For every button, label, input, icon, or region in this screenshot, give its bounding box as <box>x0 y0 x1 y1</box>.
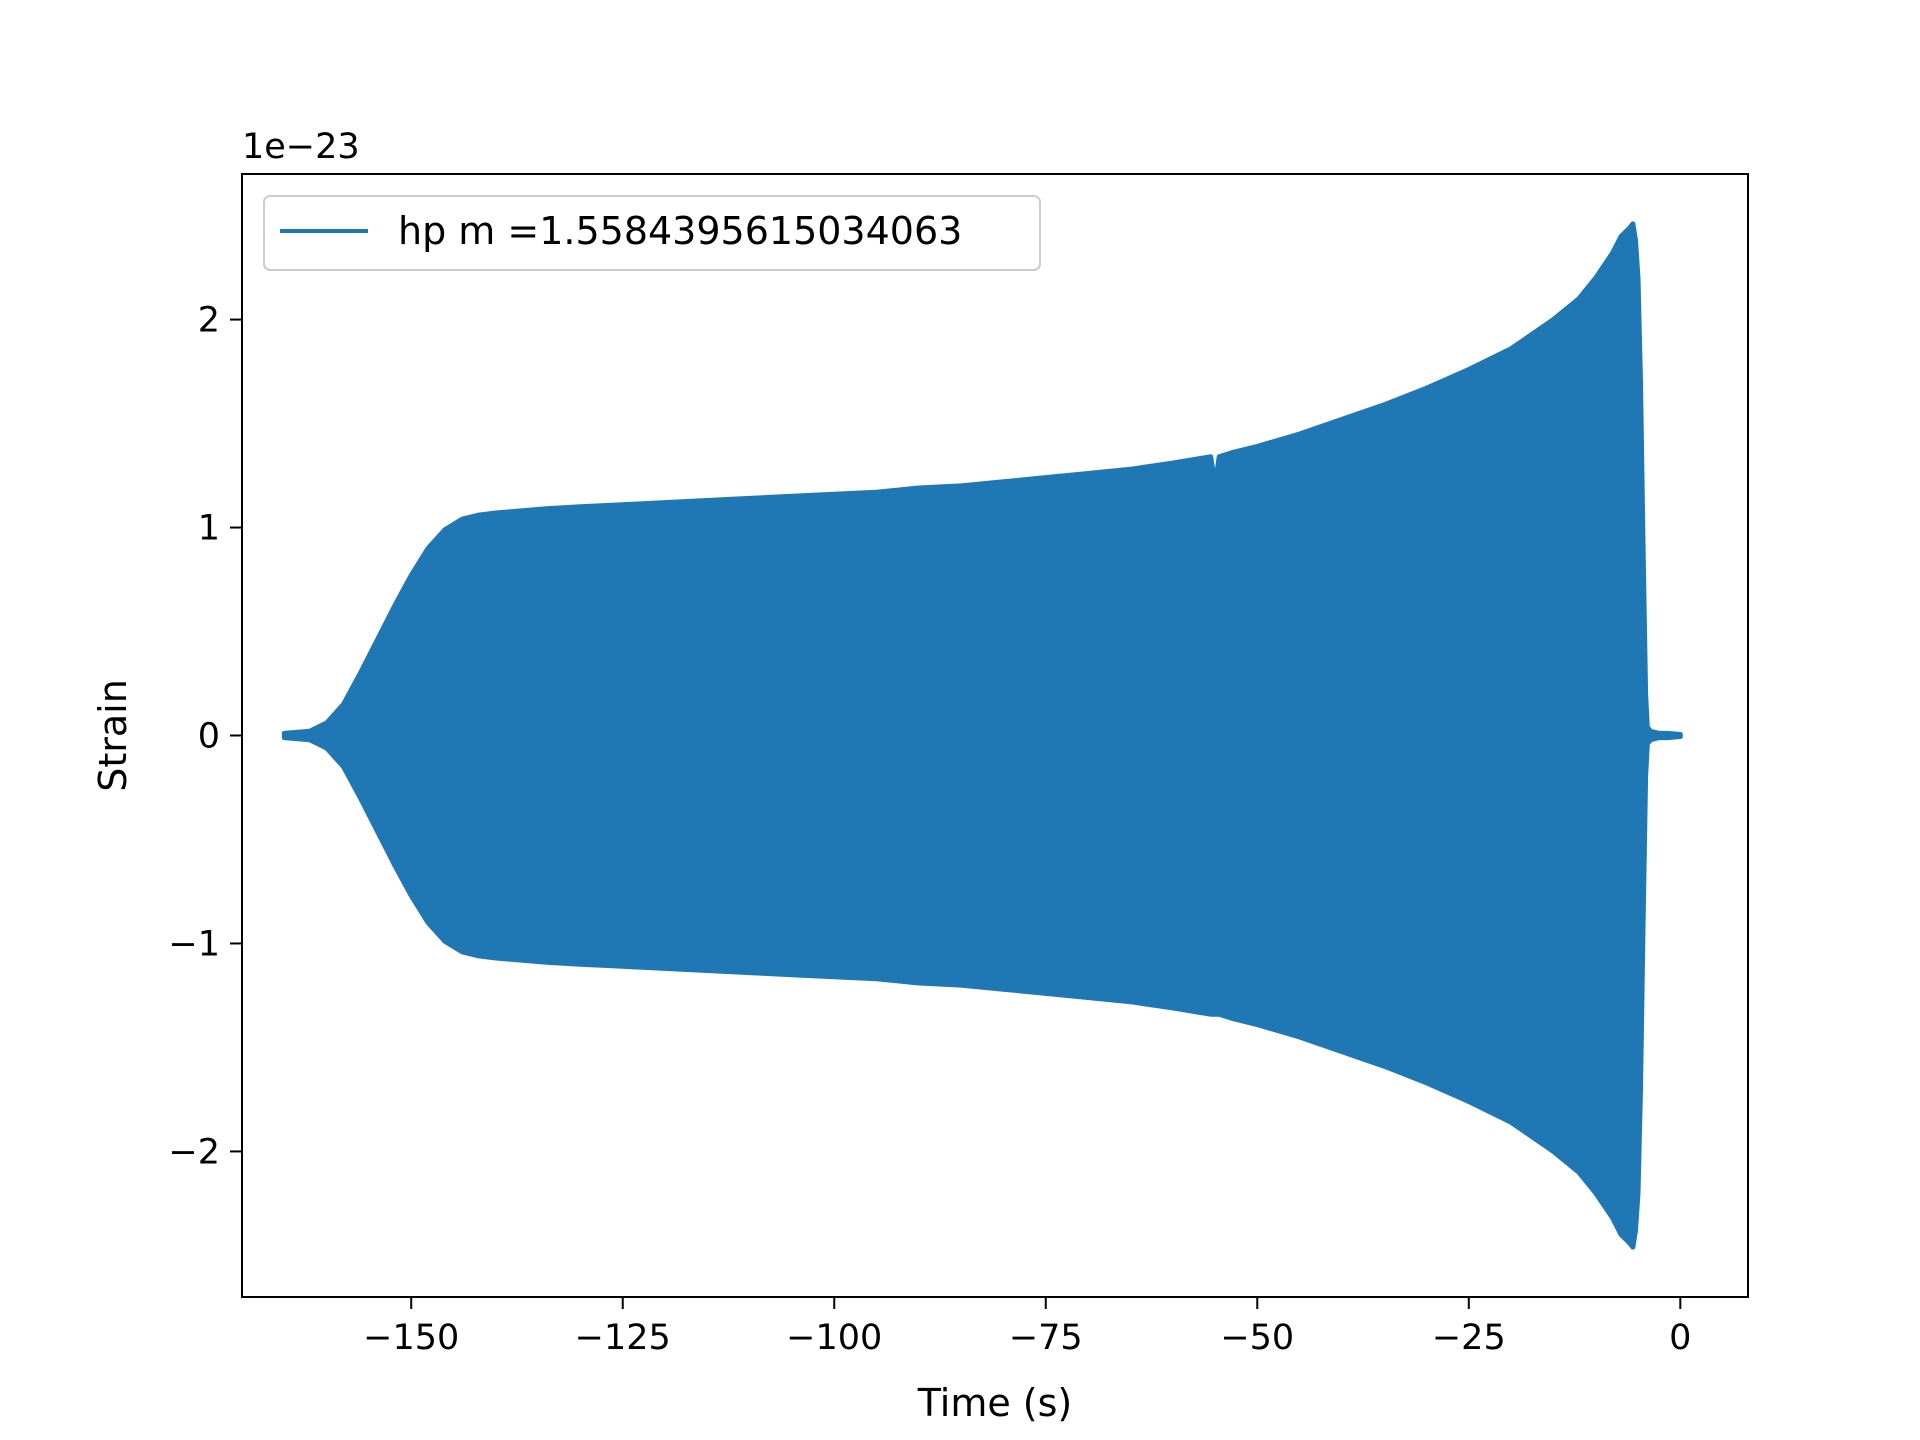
x-tick-label: −50 <box>1220 1318 1294 1358</box>
legend: hp m =1.5584395615034063 <box>263 195 1041 271</box>
x-tick-label: −150 <box>363 1318 459 1358</box>
y-tick-label: 2 <box>198 301 220 341</box>
y-tick-label: −1 <box>168 924 220 964</box>
x-axis-ticks: −150 −125 −100 −75 −50 −25 0 <box>363 1297 1691 1358</box>
y-axis-ticks: −2 −1 0 1 2 <box>168 301 242 1172</box>
y-tick-label: 1 <box>198 509 220 549</box>
x-tick-label: −25 <box>1432 1318 1506 1358</box>
plot-layer <box>281 221 1683 1250</box>
x-tick-label: −75 <box>1009 1318 1083 1358</box>
x-tick-label: 0 <box>1669 1318 1691 1358</box>
legend-entry-label: hp m =1.5584395615034063 <box>398 209 962 253</box>
y-tick-label: 0 <box>198 717 220 757</box>
y-tick-label: −2 <box>168 1132 220 1172</box>
series-hp-waveform <box>281 221 1683 1250</box>
x-tick-label: −100 <box>786 1318 882 1358</box>
legend-box <box>263 195 1041 271</box>
x-axis-label: Time (s) <box>917 1381 1073 1425</box>
x-tick-label: −125 <box>575 1318 671 1358</box>
y-axis-label: Strain <box>91 679 135 792</box>
y-offset-text: 1e−23 <box>242 127 360 167</box>
